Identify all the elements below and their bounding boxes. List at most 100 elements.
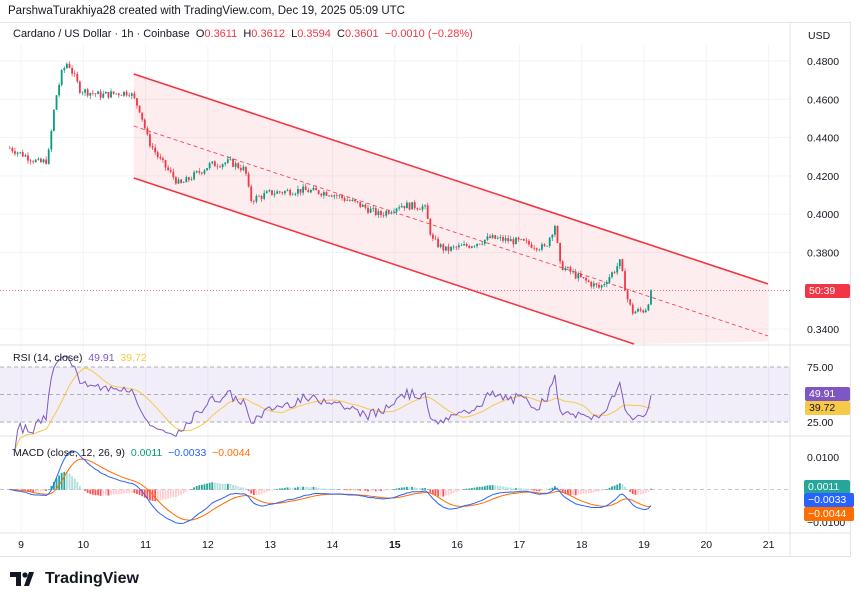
macd-hist-bar bbox=[616, 484, 619, 490]
macd-hist-bar bbox=[437, 489, 439, 497]
macd-hist-bar bbox=[455, 489, 458, 493]
candle-body bbox=[159, 156, 162, 159]
macd-hist-bar bbox=[89, 489, 92, 494]
candle-body bbox=[608, 277, 611, 283]
candle-body bbox=[162, 158, 164, 161]
candle-body bbox=[587, 280, 590, 282]
candle-body bbox=[234, 163, 237, 167]
candle-body bbox=[569, 266, 572, 272]
candle-body bbox=[102, 93, 105, 98]
macd-hist-bar bbox=[278, 488, 281, 490]
macd-hist-bar bbox=[164, 489, 167, 500]
macd-hist-bar bbox=[546, 489, 549, 491]
macd-hist-bar bbox=[444, 489, 447, 496]
macd-hist-bar bbox=[185, 489, 188, 492]
candle-body bbox=[374, 208, 377, 216]
macd-hist-bar bbox=[115, 489, 118, 495]
macd-hist-bar bbox=[76, 481, 79, 490]
candle-body bbox=[452, 246, 455, 248]
macd-hist-bar bbox=[154, 489, 157, 502]
macd-hist-bar bbox=[237, 486, 240, 490]
macd-hist-bar bbox=[133, 489, 136, 494]
candle-body bbox=[626, 290, 629, 300]
macd-hist-bar bbox=[512, 488, 515, 490]
macd-hist-bar bbox=[491, 485, 494, 490]
macd-hist-bar bbox=[639, 489, 642, 495]
channel-lower-line bbox=[133, 177, 635, 345]
candle-body bbox=[509, 239, 512, 242]
candle-body bbox=[356, 201, 359, 203]
macd-hist-bar bbox=[535, 489, 538, 492]
symbol-title[interactable]: Cardano / US Dollar · 1h · Coinbase bbox=[13, 28, 190, 40]
candle-body bbox=[78, 81, 81, 93]
macd-hist-bar bbox=[190, 489, 193, 490]
candle-body bbox=[278, 191, 281, 193]
candle-body bbox=[447, 246, 450, 251]
candle-body bbox=[99, 91, 102, 98]
candle-body bbox=[172, 171, 175, 178]
macd-hist-bar bbox=[605, 489, 608, 490]
macd-label[interactable]: MACD (close, 12, 26, 9) bbox=[13, 447, 126, 459]
candle-body bbox=[193, 172, 195, 180]
macd-hist-bar bbox=[81, 488, 84, 490]
time-tick: 13 bbox=[264, 539, 276, 551]
candle-body bbox=[463, 244, 465, 246]
macd-hist-bar bbox=[312, 487, 315, 490]
macd-hist-bar bbox=[302, 486, 305, 490]
macd-hist-bar bbox=[247, 489, 250, 491]
candles bbox=[8, 61, 652, 316]
candle-body bbox=[63, 68, 66, 71]
candle-body bbox=[437, 238, 439, 248]
currency-label[interactable]: USD bbox=[808, 30, 831, 42]
candle-body bbox=[180, 179, 183, 183]
price-tick: 0.4000 bbox=[807, 209, 839, 221]
macd-hist-bar bbox=[232, 484, 234, 490]
candle-body bbox=[380, 211, 382, 216]
macd-hist-bar bbox=[289, 487, 292, 490]
macd-hist-bar bbox=[486, 485, 489, 490]
candle-body bbox=[302, 186, 305, 193]
candle-body bbox=[605, 282, 608, 285]
macd-hist-bar bbox=[637, 489, 639, 495]
rsi-legend: RSI (14, close) 49.91 39.72 bbox=[13, 352, 147, 364]
candle-body bbox=[37, 158, 40, 160]
macd-hist-bar bbox=[34, 489, 37, 492]
macd-hist-bar bbox=[219, 483, 221, 490]
rsi-value: 49.91 bbox=[88, 352, 115, 364]
chart-canvas[interactable]: 9 10 11 12 13 14 15 16 17 18 19 20 21 0.4800 0.4600 0.4… bbox=[0, 0, 860, 560]
candle-body bbox=[21, 151, 24, 157]
macd-hist-bar bbox=[265, 489, 268, 493]
macd-hist-bar bbox=[27, 489, 29, 492]
candle-body bbox=[624, 271, 626, 291]
rsi-label[interactable]: RSI (14, close) bbox=[13, 352, 83, 364]
candle-body bbox=[200, 172, 203, 174]
candle-body bbox=[528, 240, 530, 245]
macd-hist-bar bbox=[442, 489, 445, 497]
macd-hist-bar bbox=[434, 489, 437, 496]
candle-body bbox=[520, 239, 523, 240]
macd-hist-bar bbox=[167, 489, 170, 499]
candle-body bbox=[107, 91, 110, 98]
macd-hist-bar bbox=[457, 489, 460, 492]
candle-body bbox=[208, 163, 211, 169]
candle-body bbox=[325, 192, 328, 196]
candle-body bbox=[94, 93, 97, 95]
macd-hist-bar bbox=[447, 489, 450, 496]
open-label: O bbox=[195, 28, 205, 40]
macd-hist-bar bbox=[260, 489, 263, 495]
candle-body bbox=[65, 63, 68, 69]
candle-body bbox=[11, 148, 14, 152]
candle-body bbox=[307, 190, 310, 193]
candle-body bbox=[413, 202, 416, 209]
candle-body bbox=[268, 190, 271, 192]
time-tick: 10 bbox=[77, 539, 89, 551]
macd-hist-bar bbox=[112, 489, 115, 495]
candle-body bbox=[216, 166, 219, 167]
candle-body bbox=[408, 202, 411, 210]
candle-body bbox=[499, 237, 502, 238]
macd-hist-bar bbox=[195, 486, 198, 490]
tradingview-logo[interactable]: TradingView bbox=[10, 570, 139, 588]
candle-body bbox=[367, 207, 369, 213]
price-tick: 0.4800 bbox=[807, 56, 839, 68]
candle-body bbox=[554, 226, 556, 235]
